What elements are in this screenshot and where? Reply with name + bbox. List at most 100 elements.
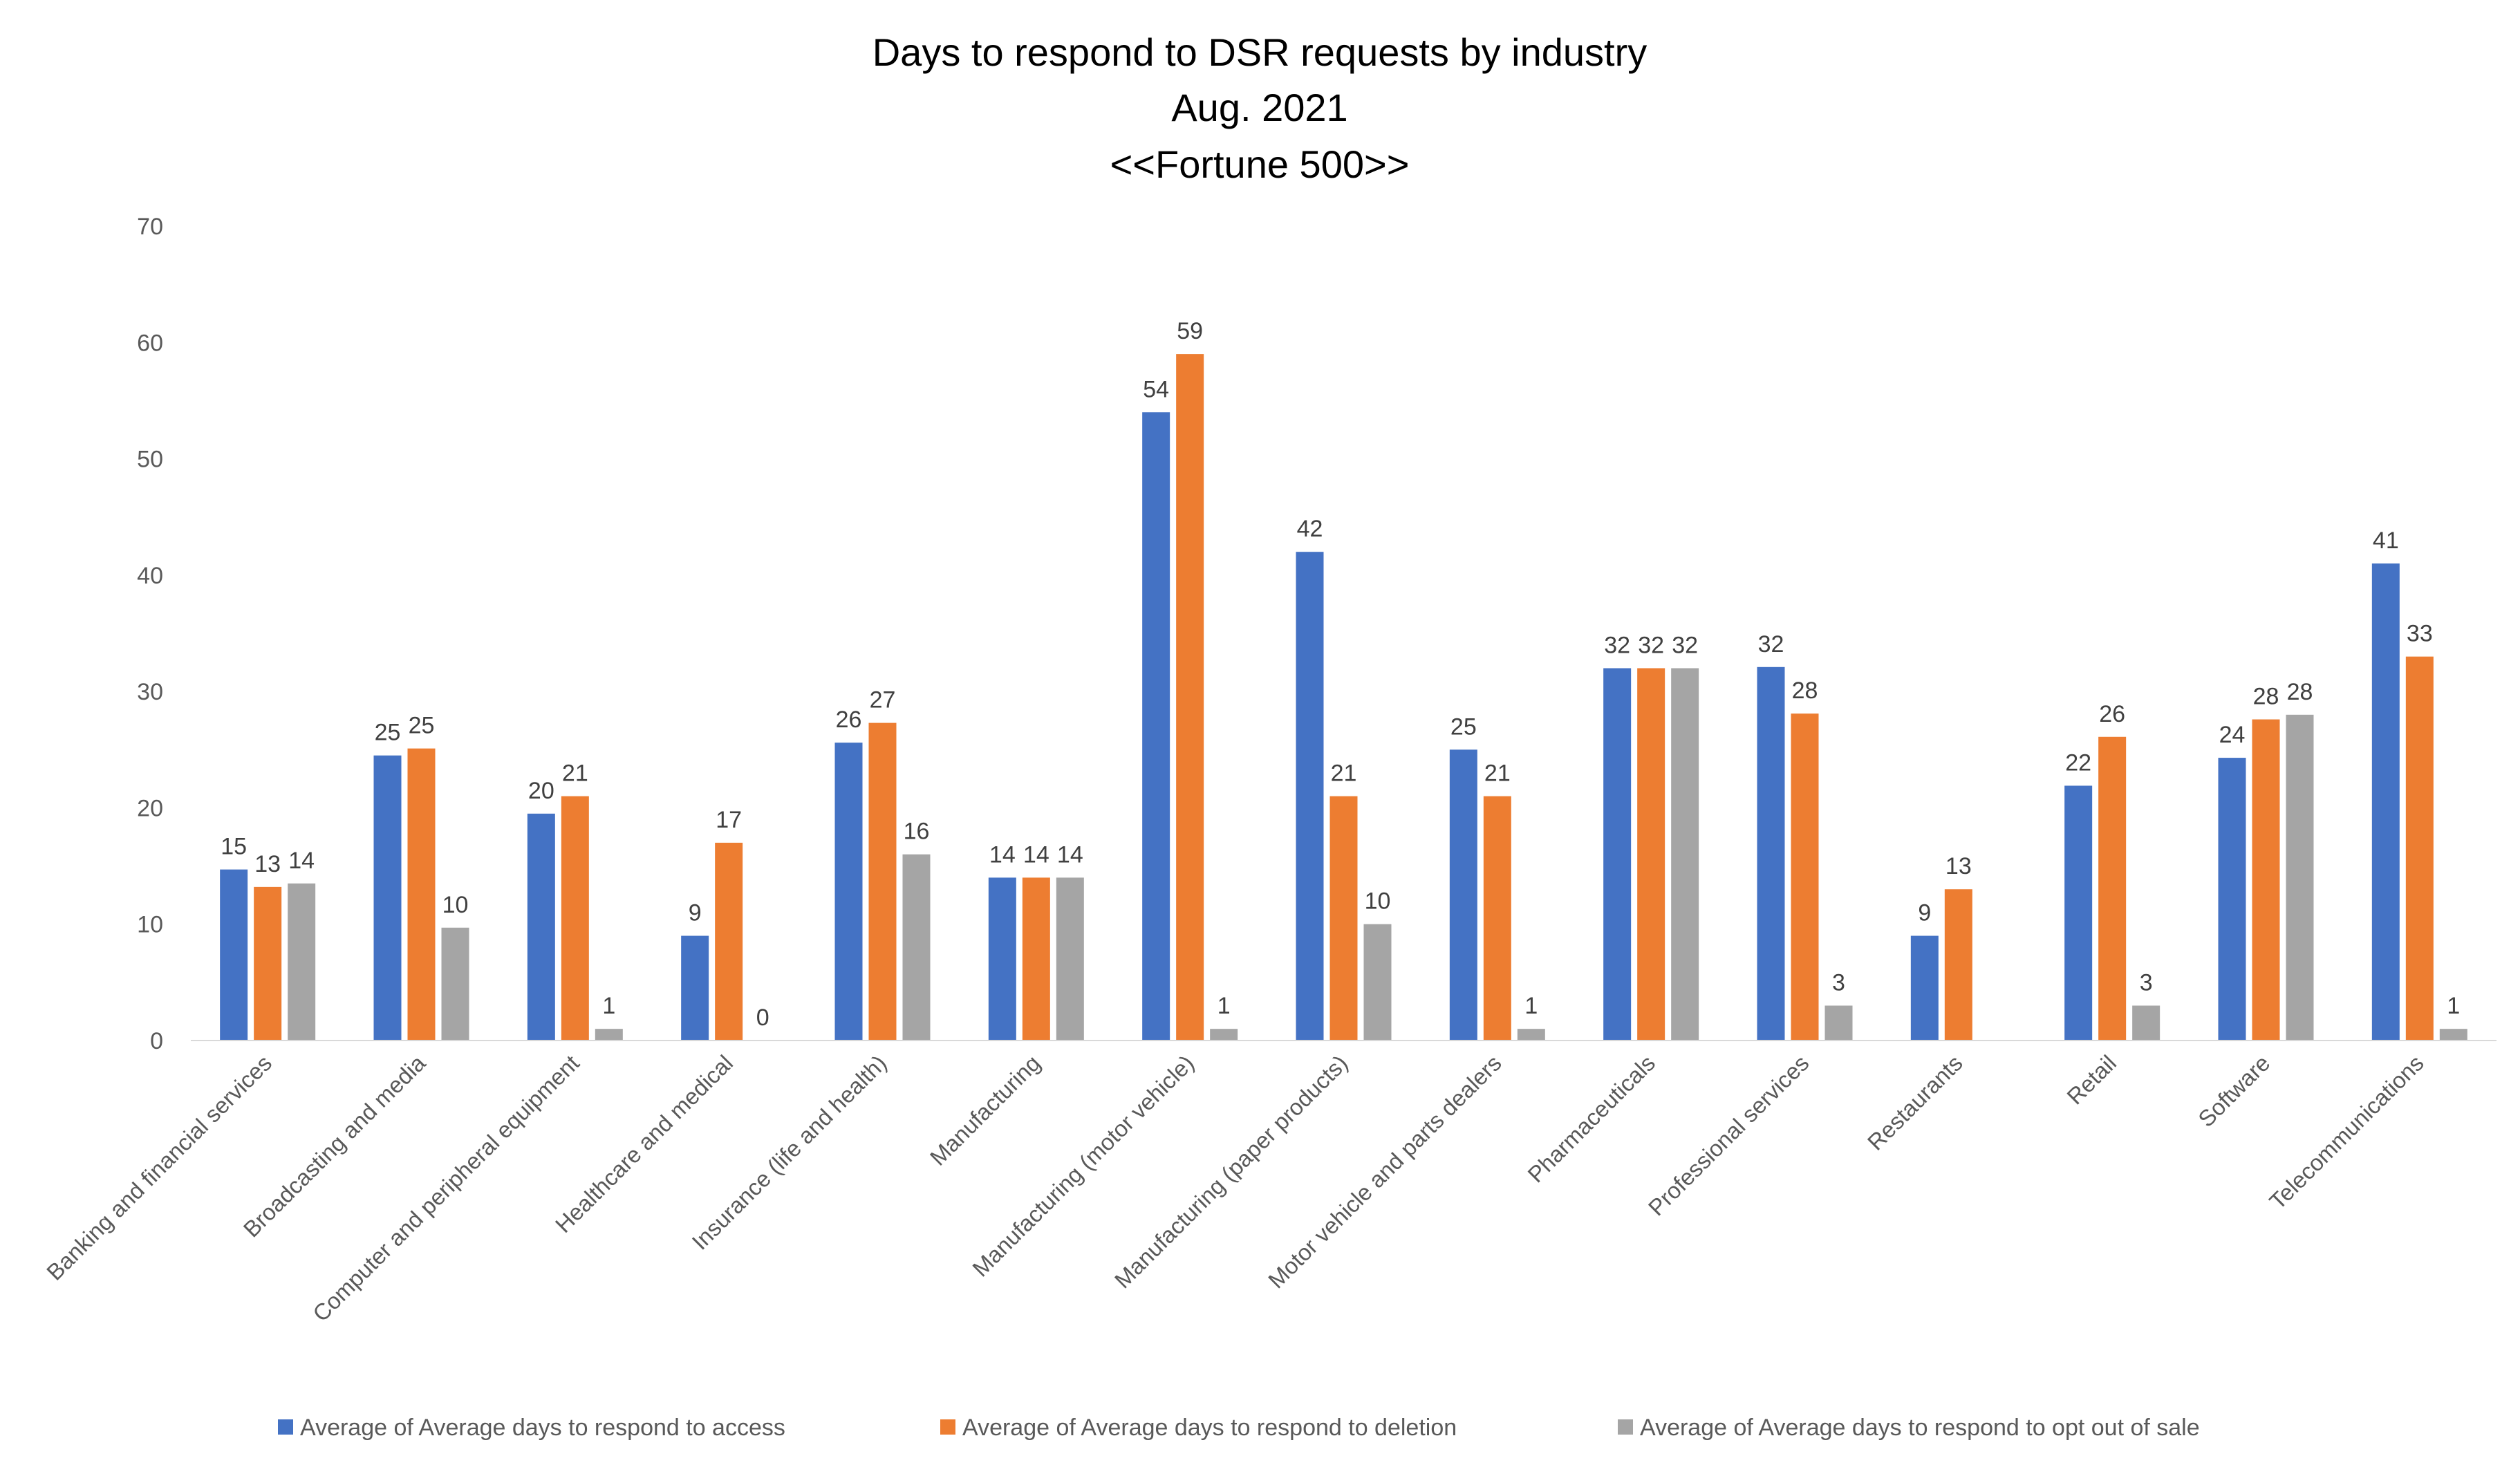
x-tick-label: Computer and peripheral equipment [308, 1050, 584, 1327]
legend-swatch [1618, 1419, 1633, 1435]
data-label: 21 [562, 761, 588, 787]
data-label: 25 [375, 720, 401, 746]
bar [1056, 877, 1084, 1041]
bar [715, 842, 743, 1041]
data-label: 24 [2219, 722, 2246, 748]
bar [868, 722, 897, 1041]
data-label: 22 [2065, 749, 2091, 776]
bar [1296, 552, 1324, 1041]
bar [2064, 785, 2093, 1041]
data-label: 54 [1143, 376, 1169, 402]
data-label: 10 [442, 892, 469, 918]
y-tick-label: 30 [137, 679, 163, 705]
bar [595, 1029, 623, 1041]
bar [2252, 719, 2280, 1041]
bar [1757, 666, 1785, 1041]
data-label: 28 [1792, 678, 1818, 704]
x-tick-label: Telecommunications [2264, 1050, 2429, 1215]
y-tick-label: 60 [137, 330, 163, 356]
legend-label: Average of Average days to respond to op… [1640, 1415, 2200, 1441]
data-label: 17 [716, 807, 742, 833]
bar [2405, 656, 2434, 1041]
x-tick-label: Manufacturing [925, 1050, 1045, 1170]
data-label: 26 [836, 707, 862, 733]
data-label: 14 [989, 841, 1016, 868]
data-label: 25 [1450, 713, 1477, 740]
bar [561, 796, 589, 1041]
data-label: 25 [409, 713, 435, 739]
x-tick-label: Software [2193, 1050, 2275, 1132]
bar [1637, 668, 1665, 1041]
data-label: 28 [2253, 684, 2279, 710]
bar [407, 748, 436, 1041]
chart-title-line-3: <<Fortune 500>> [1110, 142, 1410, 186]
bar [288, 883, 316, 1041]
data-label: 32 [1758, 631, 1784, 657]
bar [2371, 563, 2400, 1041]
y-tick-label: 0 [150, 1028, 163, 1054]
data-label: 9 [1918, 900, 1931, 926]
legend-label: Average of Average days to respond to de… [962, 1415, 1457, 1441]
data-label: 3 [2140, 970, 2153, 996]
bar [1483, 796, 1511, 1041]
y-tick-label: 10 [137, 912, 163, 938]
data-label: 32 [1672, 632, 1698, 658]
data-label: 10 [1365, 888, 1391, 915]
y-axis: 0 10 20 30 40 50 60 70 [137, 214, 163, 1054]
bar [220, 869, 248, 1041]
data-label: 41 [2373, 528, 2399, 554]
bar [441, 927, 469, 1041]
legend-swatch [940, 1419, 955, 1435]
data-label: 13 [254, 851, 281, 877]
data-label: 16 [904, 819, 930, 845]
data-label: 32 [1604, 632, 1630, 658]
x-tick-label: Retail [2062, 1050, 2121, 1110]
bar [1517, 1029, 1545, 1041]
bar [1671, 668, 1699, 1041]
y-tick-label: 20 [137, 795, 163, 821]
bar [1910, 935, 1939, 1041]
bar [681, 935, 709, 1041]
data-label: 27 [870, 687, 896, 713]
chart-title-line-2: Aug. 2021 [1171, 86, 1347, 129]
bar [373, 755, 402, 1041]
data-label: 1 [1524, 993, 1538, 1019]
bar [834, 743, 863, 1041]
data-label: 21 [1331, 761, 1357, 787]
data-label: 21 [1484, 761, 1511, 787]
data-label: 1 [1217, 993, 1231, 1019]
data-label: 33 [2407, 621, 2433, 647]
y-tick-label: 70 [137, 214, 163, 240]
bar [1603, 668, 1632, 1041]
bar [1944, 889, 1972, 1041]
bar [2218, 758, 2246, 1041]
data-label: 3 [1832, 970, 1845, 996]
bar [902, 854, 931, 1041]
y-tick-label: 50 [137, 447, 163, 473]
bar [1142, 412, 1170, 1041]
bar [1824, 1005, 1853, 1041]
data-label: 14 [288, 848, 315, 874]
legend-swatch [278, 1419, 293, 1435]
x-tick-label: Restaurants [1863, 1050, 1968, 1155]
data-label: 14 [1023, 841, 1049, 868]
bar [988, 877, 1016, 1041]
data-label: 9 [689, 900, 702, 926]
bar [1363, 924, 1392, 1041]
legend: Average of Average days to respond to ac… [278, 1415, 2200, 1441]
data-label: 0 [756, 1005, 769, 1031]
data-label: 26 [2099, 701, 2125, 727]
x-tick-label: Professional services [1643, 1050, 1814, 1221]
bar [1329, 796, 1358, 1041]
data-label: 20 [528, 778, 554, 804]
x-tick-label: Pharmaceuticals [1522, 1050, 1660, 1188]
data-label: 1 [602, 993, 615, 1019]
data-label: 15 [221, 834, 247, 860]
x-tick-label: Healthcare and medical [550, 1050, 738, 1238]
data-label: 28 [2287, 679, 2313, 705]
data-label: 59 [1177, 318, 1203, 344]
bar [527, 813, 555, 1041]
data-label: 13 [1945, 853, 1972, 879]
